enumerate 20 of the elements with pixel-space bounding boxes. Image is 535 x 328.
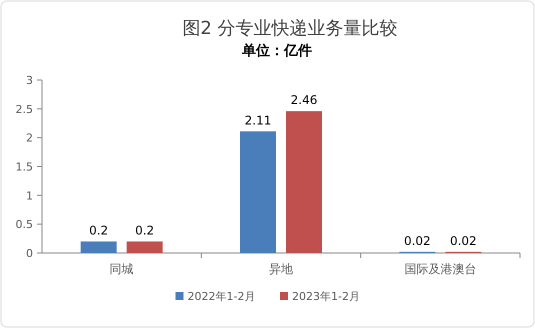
subtitle: 单位：亿件 bbox=[242, 43, 312, 59]
legend-label: 2022年1-2月 bbox=[188, 290, 256, 303]
x-tick-label: 同城 bbox=[110, 262, 134, 276]
y-tick-label: 0.5 bbox=[16, 218, 33, 232]
data-label: 0.2 bbox=[135, 223, 154, 238]
x-tick-label: 异地 bbox=[269, 262, 293, 276]
title: 图2 分专业快递业务量比较 bbox=[182, 18, 398, 39]
legend-label: 2023年1-2月 bbox=[292, 290, 360, 303]
data-label: 2.11 bbox=[244, 113, 272, 128]
y-tick-label: 3 bbox=[26, 74, 33, 87]
y-tick-label: 1.5 bbox=[16, 160, 33, 174]
data-label: 0.2 bbox=[89, 223, 108, 238]
y-tick-label: 2 bbox=[26, 132, 33, 145]
data-label: 0.02 bbox=[450, 234, 477, 248]
y-tick-label: 1 bbox=[26, 189, 33, 202]
data-label: 0.02 bbox=[404, 234, 431, 248]
data-label: 2.46 bbox=[290, 93, 318, 108]
y-tick-label: 0 bbox=[26, 247, 33, 260]
y-tick-label: 2.5 bbox=[16, 102, 33, 116]
x-tick-label: 国际及港澳台 bbox=[404, 262, 476, 276]
